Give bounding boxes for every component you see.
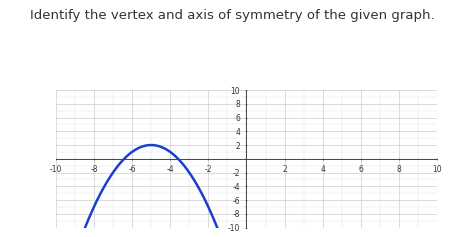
Text: Identify the vertex and axis of symmetry of the given graph.: Identify the vertex and axis of symmetry… bbox=[30, 9, 435, 23]
